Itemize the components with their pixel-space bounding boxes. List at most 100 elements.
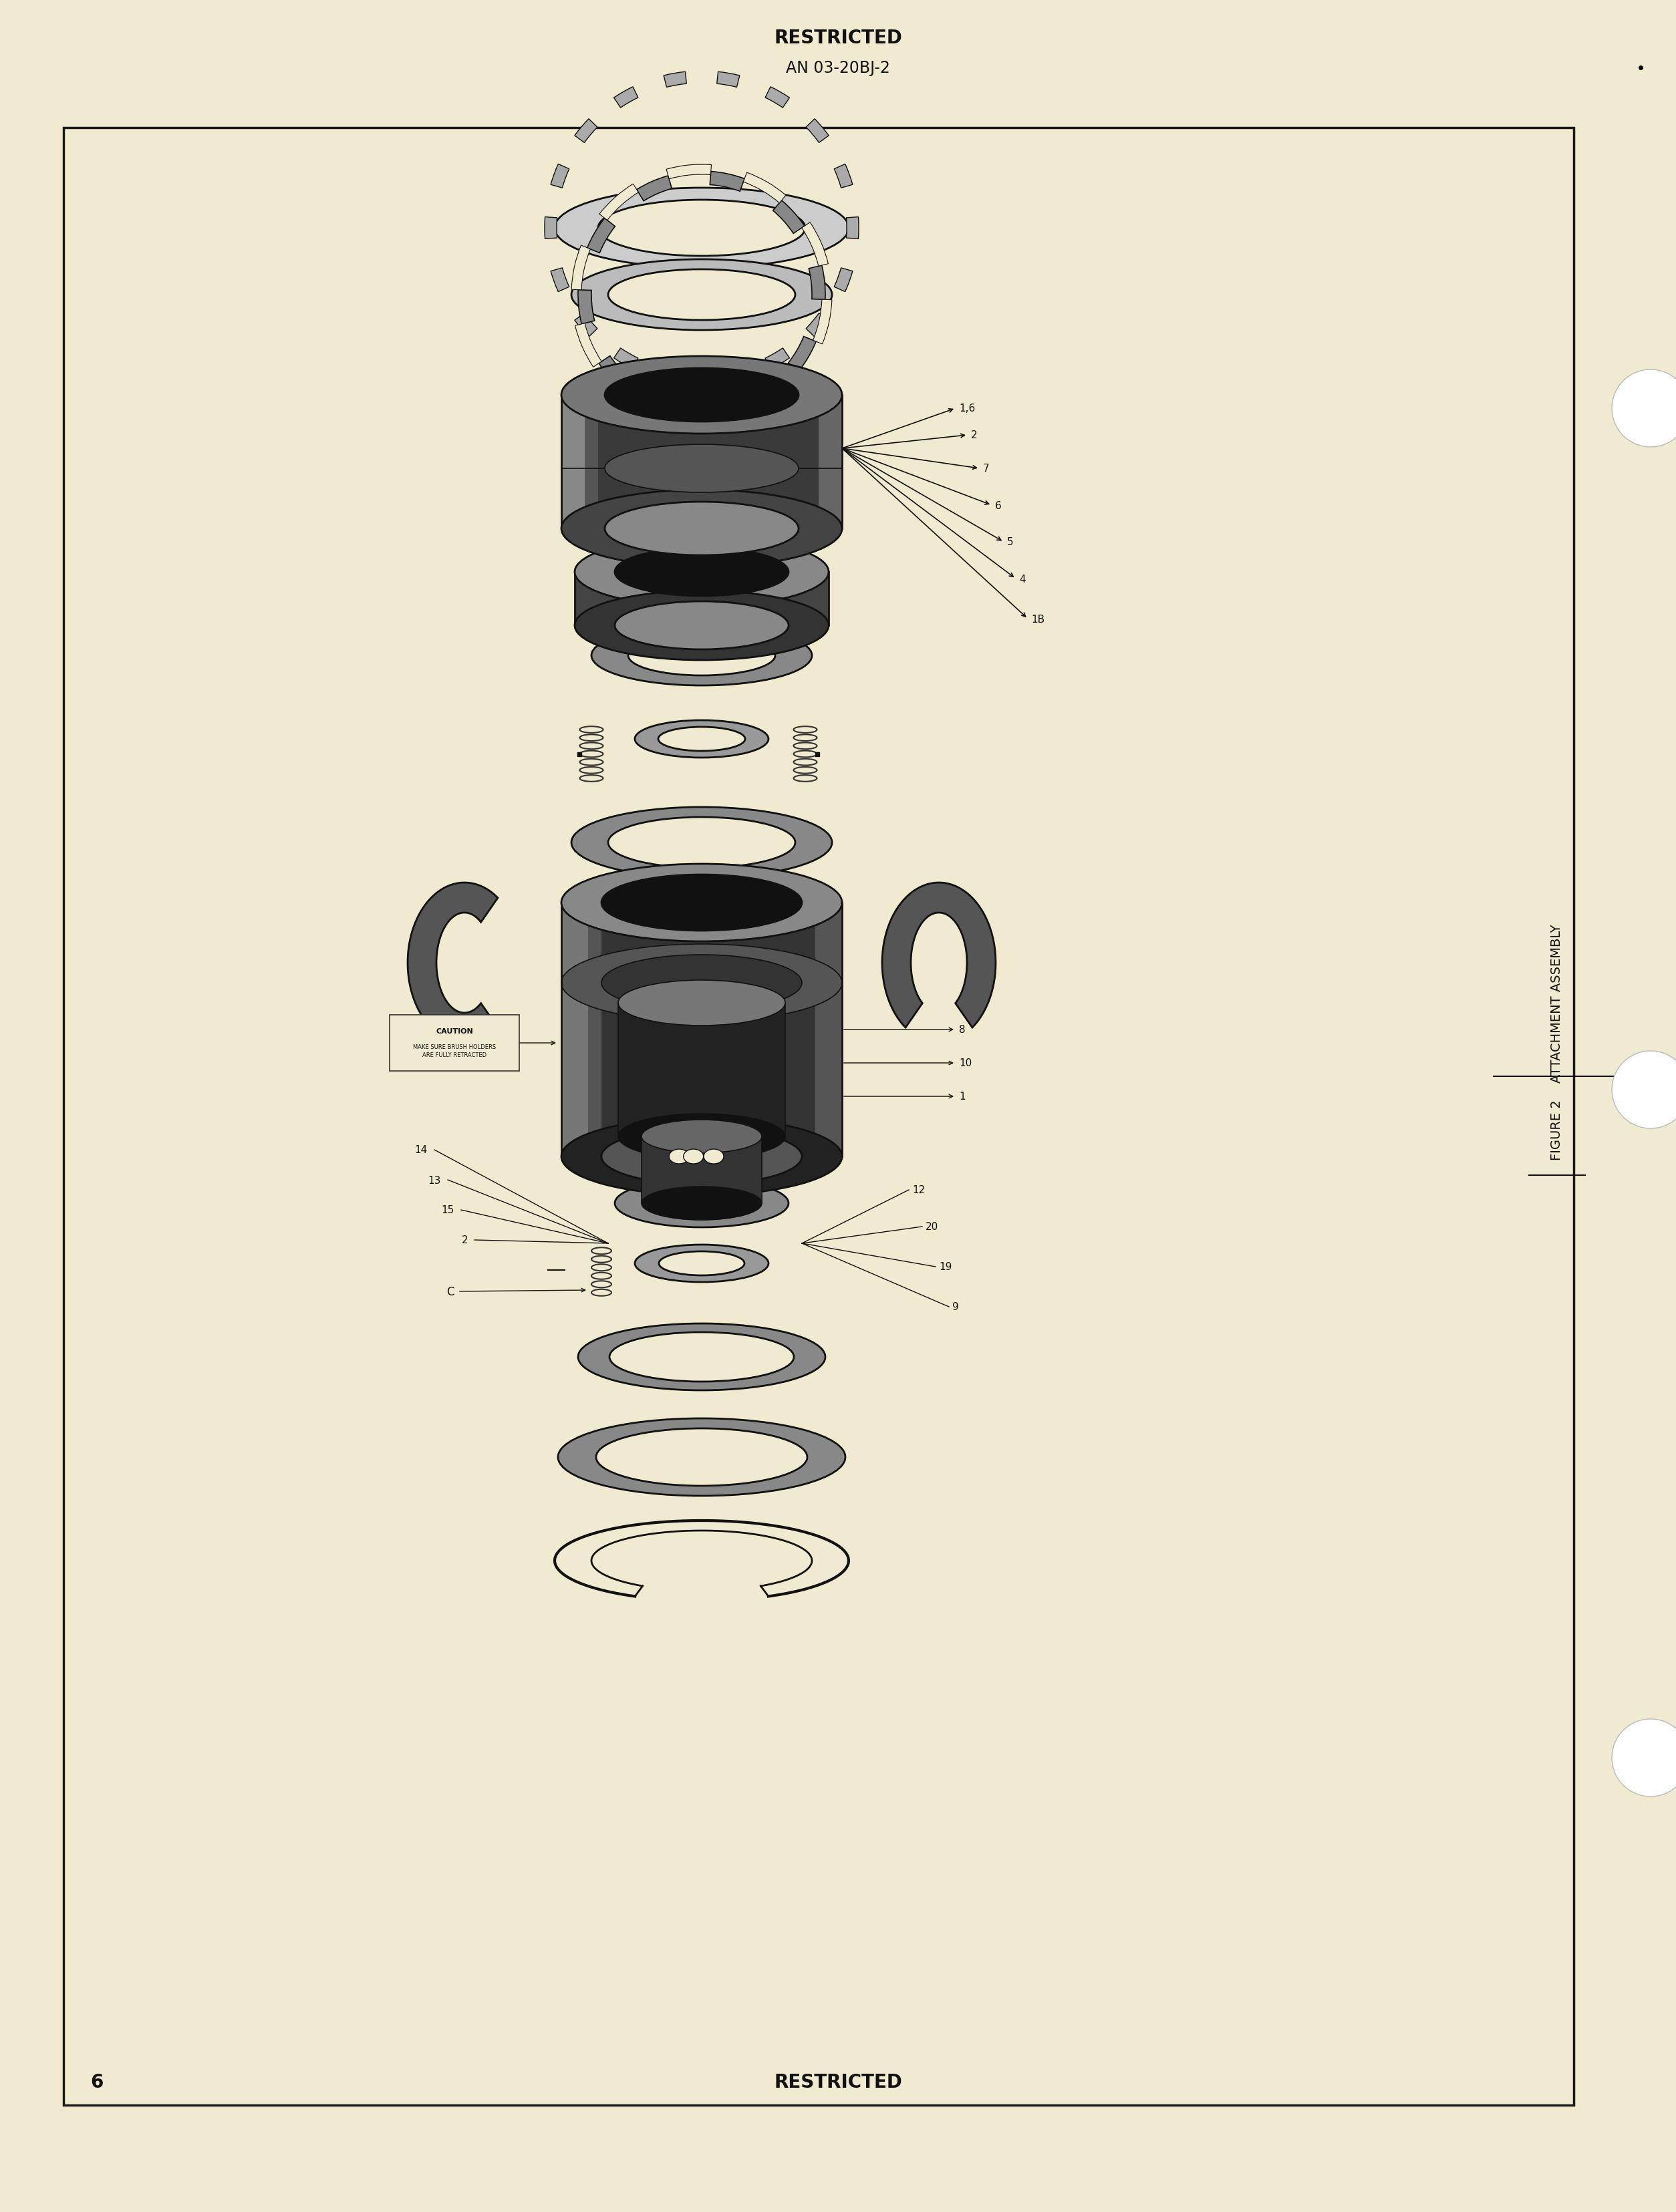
Ellipse shape	[555, 188, 848, 268]
Ellipse shape	[605, 502, 798, 555]
Wedge shape	[744, 173, 786, 204]
Text: AN 03-20BJ-2: AN 03-20BJ-2	[786, 60, 890, 75]
Wedge shape	[613, 349, 639, 369]
Text: 1,6: 1,6	[959, 405, 975, 414]
Ellipse shape	[605, 369, 798, 422]
Wedge shape	[766, 86, 789, 108]
Wedge shape	[813, 301, 831, 345]
Bar	[561, 902, 588, 1157]
Wedge shape	[600, 184, 639, 221]
Ellipse shape	[615, 549, 788, 597]
Circle shape	[1612, 369, 1676, 447]
Ellipse shape	[659, 728, 746, 752]
Text: 15: 15	[441, 1206, 454, 1214]
Wedge shape	[731, 389, 766, 414]
Wedge shape	[717, 369, 739, 385]
Circle shape	[1612, 1719, 1676, 1796]
Text: 10: 10	[959, 1057, 972, 1068]
Bar	[561, 396, 841, 529]
Ellipse shape	[575, 538, 828, 606]
Wedge shape	[637, 177, 672, 201]
Wedge shape	[613, 86, 639, 108]
Bar	[642, 1137, 763, 1203]
Text: 2: 2	[970, 431, 977, 440]
Wedge shape	[788, 336, 816, 372]
Ellipse shape	[608, 270, 794, 321]
Wedge shape	[835, 164, 853, 188]
Wedge shape	[806, 314, 828, 338]
Wedge shape	[575, 314, 597, 338]
Wedge shape	[572, 246, 590, 290]
Wedge shape	[764, 369, 804, 407]
Text: 2: 2	[461, 1234, 468, 1245]
Text: 1B: 1B	[1031, 615, 1044, 624]
Text: 4: 4	[1019, 575, 1026, 584]
Wedge shape	[692, 411, 737, 425]
Wedge shape	[846, 217, 858, 239]
Bar	[618, 1004, 786, 1137]
Text: 7: 7	[984, 465, 989, 473]
Ellipse shape	[615, 602, 788, 650]
Wedge shape	[711, 173, 744, 192]
Ellipse shape	[615, 1179, 788, 1228]
Ellipse shape	[572, 259, 831, 330]
Ellipse shape	[642, 1188, 763, 1221]
Ellipse shape	[635, 721, 769, 759]
Ellipse shape	[628, 635, 776, 677]
Text: C: C	[447, 1285, 454, 1298]
Text: 13: 13	[427, 1175, 441, 1186]
Ellipse shape	[561, 356, 841, 434]
Polygon shape	[407, 883, 498, 1044]
Ellipse shape	[669, 1150, 689, 1164]
Text: 19: 19	[939, 1263, 952, 1272]
Text: 12: 12	[912, 1186, 925, 1194]
Wedge shape	[664, 369, 687, 385]
Ellipse shape	[618, 980, 786, 1026]
Ellipse shape	[644, 1188, 761, 1219]
Text: 14: 14	[416, 1146, 427, 1155]
Bar	[585, 396, 598, 529]
Text: ATTACHMENT ASSEMBLY: ATTACHMENT ASSEMBLY	[1550, 925, 1564, 1082]
Ellipse shape	[575, 591, 828, 661]
Text: RESTRICTED: RESTRICTED	[774, 2073, 902, 2090]
Wedge shape	[551, 164, 570, 188]
Text: FIGURE 2: FIGURE 2	[1550, 1099, 1564, 1161]
Wedge shape	[551, 268, 570, 292]
Ellipse shape	[561, 865, 841, 942]
Wedge shape	[617, 387, 660, 418]
Ellipse shape	[605, 445, 798, 493]
Text: 5: 5	[1007, 538, 1014, 546]
FancyBboxPatch shape	[389, 1015, 520, 1071]
Polygon shape	[882, 883, 996, 1029]
Wedge shape	[578, 290, 595, 325]
Bar	[818, 396, 841, 529]
Wedge shape	[545, 217, 556, 239]
Bar	[561, 396, 585, 529]
Bar	[815, 902, 841, 1157]
Text: ARE FULLY RETRACTED: ARE FULLY RETRACTED	[422, 1053, 486, 1057]
Ellipse shape	[642, 1119, 763, 1152]
Ellipse shape	[572, 807, 831, 878]
Ellipse shape	[659, 1252, 744, 1276]
Ellipse shape	[598, 201, 804, 257]
Ellipse shape	[561, 945, 841, 1022]
Text: 8: 8	[959, 1024, 965, 1035]
Ellipse shape	[602, 876, 801, 931]
Ellipse shape	[578, 1323, 825, 1391]
Wedge shape	[587, 219, 615, 254]
Ellipse shape	[610, 1332, 794, 1382]
Ellipse shape	[558, 1418, 845, 1495]
Wedge shape	[835, 268, 853, 292]
Wedge shape	[659, 398, 694, 418]
Wedge shape	[806, 119, 828, 144]
Ellipse shape	[618, 1115, 786, 1159]
Wedge shape	[766, 349, 789, 369]
Wedge shape	[773, 201, 804, 234]
Wedge shape	[575, 323, 602, 367]
Wedge shape	[717, 73, 739, 88]
Wedge shape	[664, 73, 687, 88]
Ellipse shape	[635, 1245, 769, 1283]
Wedge shape	[575, 119, 597, 144]
Text: 9: 9	[952, 1303, 959, 1312]
Wedge shape	[667, 166, 711, 179]
